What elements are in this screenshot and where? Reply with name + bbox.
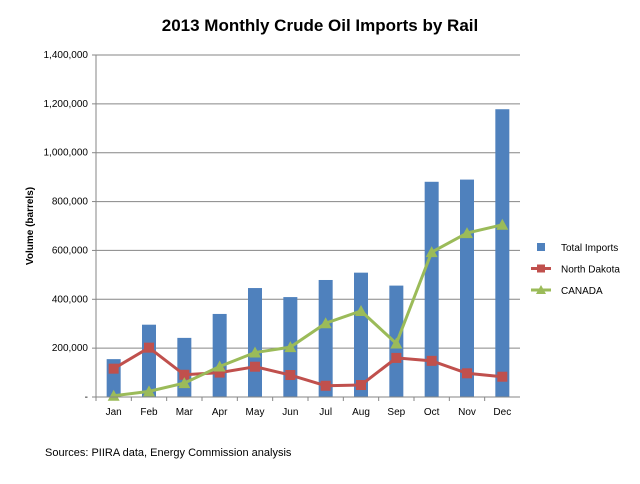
y-tick-label: 1,400,000	[44, 50, 89, 61]
bar-total-imports	[354, 272, 368, 397]
x-tick-label: Jul	[319, 407, 332, 418]
point-north-dakota	[391, 352, 402, 363]
y-tick-label: 600,000	[52, 245, 89, 256]
legend-label: Total Imports	[561, 243, 618, 254]
y-axis-label: Volume (barrels)	[25, 187, 36, 265]
point-north-dakota	[426, 355, 437, 366]
point-canada	[461, 227, 473, 239]
point-canada	[107, 389, 120, 401]
bar-total-imports	[495, 109, 510, 397]
x-tick-label: Dec	[493, 407, 511, 418]
bar-total-imports	[318, 279, 333, 397]
y-tick-label: 1,000,000	[44, 148, 89, 159]
x-tick-label: Jan	[106, 407, 122, 418]
x-tick-label: Nov	[458, 407, 476, 418]
point-canada	[249, 346, 261, 358]
x-tick-label: Apr	[212, 407, 228, 418]
chart-title: 2013 Monthly Crude Oil Imports by Rail	[162, 16, 478, 35]
point-canada	[425, 246, 438, 258]
x-tick-label: Aug	[352, 407, 370, 418]
x-tick-label: Mar	[176, 407, 194, 418]
point-canada	[284, 341, 297, 353]
point-north-dakota	[462, 368, 472, 379]
legend-label: CANADA	[561, 286, 603, 297]
legend-marker	[537, 264, 545, 273]
line-canada	[113, 223, 503, 398]
point-canada	[355, 305, 367, 317]
point-canada	[178, 377, 191, 389]
point-canada	[319, 317, 332, 329]
bar-total-imports	[212, 313, 227, 397]
y-tick-label: 1,200,000	[44, 99, 89, 110]
y-tick-label: 400,000	[52, 294, 89, 305]
point-north-dakota	[214, 367, 225, 378]
point-north-dakota	[320, 380, 331, 391]
point-canada	[390, 337, 403, 349]
point-north-dakota	[144, 342, 154, 353]
line-north-dakota	[112, 345, 503, 388]
x-tick-label: Oct	[424, 407, 440, 418]
x-tick-label: Jun	[282, 407, 298, 418]
x-tick-label: Feb	[140, 407, 158, 418]
legend-label: North Dakota	[561, 265, 620, 276]
x-tick-label: May	[246, 407, 265, 418]
point-canada	[213, 360, 226, 372]
point-canada	[496, 218, 509, 230]
bar-total-imports	[424, 181, 439, 397]
y-tick-label: 800,000	[52, 197, 89, 208]
y-tick-label: 200,000	[52, 343, 89, 354]
bar-total-imports	[248, 288, 262, 397]
point-north-dakota	[108, 363, 119, 374]
bar-total-imports	[177, 337, 192, 397]
source-note: Sources: PIIRA data, Energy Commission a…	[45, 447, 292, 459]
point-north-dakota	[179, 369, 190, 380]
point-north-dakota	[497, 371, 508, 382]
point-north-dakota	[250, 361, 260, 372]
legend-marker	[536, 285, 546, 294]
point-north-dakota	[285, 370, 296, 381]
legend-swatch	[537, 243, 545, 251]
bar-total-imports	[460, 179, 474, 397]
x-tick-label: Sep	[387, 407, 405, 418]
point-north-dakota	[356, 380, 366, 391]
point-canada	[143, 385, 155, 397]
y-tick-label: -	[85, 392, 88, 403]
